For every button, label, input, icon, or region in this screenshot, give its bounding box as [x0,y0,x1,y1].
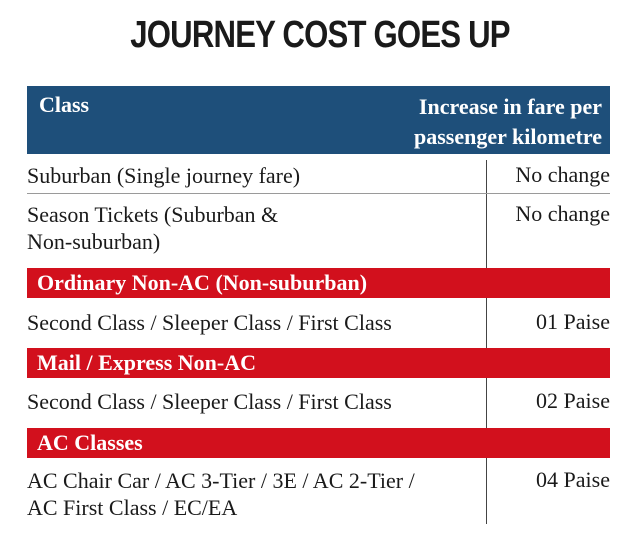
row-value-mail-express: 02 Paise [536,388,610,413]
row-value-ac: 04 Paise [536,467,610,492]
table-header: Class Increase in fare per passenger kil… [27,86,610,154]
row-class-season-tickets: Season Tickets (Suburban & Non-suburban) [27,201,278,255]
row-class-ordinary: Second Class / Sleeper Class / First Cla… [27,310,392,335]
section-heading-label: AC Classes [37,430,143,455]
row-value-suburban: No change [515,162,610,187]
row-value-season-tickets: No change [515,201,610,226]
section-heading-ac-classes: AC Classes [27,428,610,458]
header-class-label: Class [39,92,90,117]
section-heading-ordinary-non-ac: Ordinary Non-AC (Non-suburban) [27,268,610,298]
section-heading-label: Ordinary Non-AC (Non-suburban) [37,270,368,295]
infographic-title: JOURNEY COST GOES UP [130,14,510,56]
row-value-ordinary: 01 Paise [536,309,610,334]
header-increase-line2: passenger kilometre [414,124,602,149]
row-class-suburban: Suburban (Single journey fare) [27,163,301,188]
row-class-ac-line1: AC Chair Car / AC 3-Tier / 3E / AC 2-Tie… [27,468,415,493]
row-class-season-line1: Season Tickets (Suburban & [27,202,279,227]
row-class-ac-line2: AC First Class / EC/EA [27,495,238,520]
header-increase-line1: Increase in fare per [418,94,602,119]
row-class-season-line2: Non-suburban) [27,229,161,254]
header-increase-label: Increase in fare per passenger kilometre [342,92,602,152]
row-separator [27,193,610,194]
column-divider [486,160,487,524]
row-class-ac: AC Chair Car / AC 3-Tier / 3E / AC 2-Tie… [27,467,415,521]
section-heading-mail-express: Mail / Express Non-AC [27,348,610,378]
row-class-mail-express: Second Class / Sleeper Class / First Cla… [27,389,392,414]
section-heading-label: Mail / Express Non-AC [37,350,256,375]
